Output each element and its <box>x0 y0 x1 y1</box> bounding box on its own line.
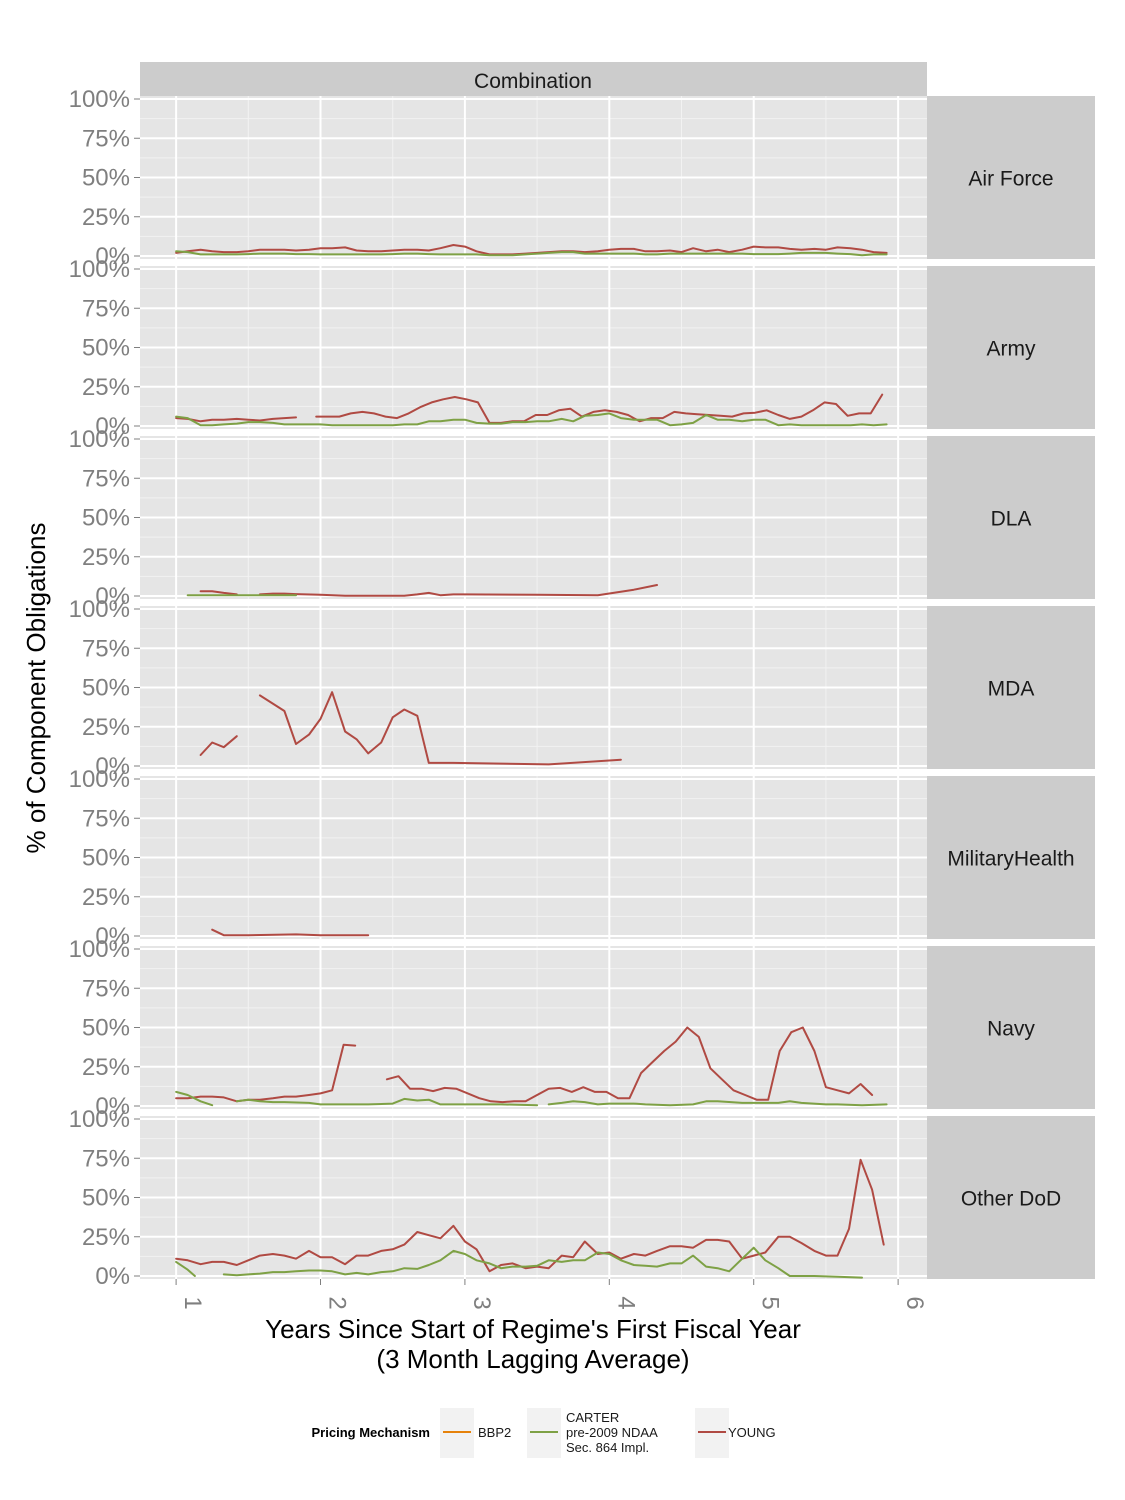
row-strip <box>927 946 1095 1109</box>
panel-militaryhealth: 0% 25% 50% 75% 100% MilitaryHealth <box>69 766 1095 950</box>
x-tick-label: 1 <box>179 1296 206 1309</box>
x-tick-label: 5 <box>757 1296 784 1309</box>
y-tick-label: 50% <box>82 1185 130 1212</box>
legend-label: CARTER <box>566 1410 619 1425</box>
y-tick-label: 25% <box>82 1224 130 1251</box>
y-tick-label: 25% <box>82 1054 130 1081</box>
panel-mda: 0% 25% 50% 75% 100% MDA <box>69 596 1095 780</box>
row-strip-label: Other DoD <box>961 1188 1061 1211</box>
x-tick-label: 3 <box>468 1296 495 1309</box>
y-tick-label: 25% <box>82 204 130 231</box>
y-tick-label: 0% <box>95 583 130 610</box>
y-tick-label: 0% <box>95 923 130 950</box>
y-tick-label: 50% <box>82 505 130 532</box>
y-tick-label: 75% <box>82 635 130 662</box>
y-tick-label: 75% <box>82 805 130 832</box>
y-tick-label: 50% <box>82 675 130 702</box>
series-line-young-navy-1 <box>175 1043 357 1103</box>
series-line-young-other-dod-1 <box>175 1158 885 1273</box>
y-tick-label: 0% <box>95 753 130 780</box>
row-strip-label: MDA <box>988 678 1035 701</box>
legend-title: Pricing Mechanism <box>312 1425 430 1440</box>
series-line-young-mda-1 <box>199 735 238 756</box>
panel-army: 0% 25% 50% 75% 100% Army <box>69 256 1095 440</box>
y-tick-label: 0% <box>95 1093 130 1120</box>
y-tick-label: 0% <box>95 1263 130 1290</box>
x-tick-label: 4 <box>612 1296 639 1309</box>
y-tick-label: 100% <box>69 936 130 963</box>
y-tick-label: 25% <box>82 374 130 401</box>
x-axis-title-line2: (3 Month Lagging Average) <box>376 1344 689 1374</box>
y-tick-label: 75% <box>82 295 130 322</box>
y-tick-label: 100% <box>69 1106 130 1133</box>
row-strip <box>927 606 1095 769</box>
series-line-carter-navy-3 <box>547 1100 888 1107</box>
row-strip-label: MilitaryHealth <box>947 848 1074 871</box>
y-tick-label: 75% <box>82 975 130 1002</box>
row-strip <box>927 1116 1095 1279</box>
series-line-carter-army-1 <box>175 412 888 427</box>
column-strip-label: Combination <box>474 70 592 93</box>
column-strip <box>140 62 927 96</box>
y-tick-label: 100% <box>69 426 130 453</box>
y-tick-label: 100% <box>69 256 130 283</box>
panel-air-force: 0% 25% 50% 75% 100% Air Force <box>69 86 1095 270</box>
legend-label: pre-2009 NDAA <box>566 1425 658 1440</box>
x-axis: 1 2 3 4 5 6 <box>175 1279 928 1310</box>
y-tick-label: 0% <box>95 243 130 270</box>
row-strip-label: Navy <box>987 1018 1035 1041</box>
series-line-young-army-2 <box>315 393 884 424</box>
y-tick-label: 0% <box>95 413 130 440</box>
row-strip-label: DLA <box>991 508 1032 531</box>
series-line-young-mda-2 <box>258 691 622 766</box>
y-tick-label: 25% <box>82 714 130 741</box>
y-tick-label: 25% <box>82 884 130 911</box>
row-strip <box>927 266 1095 429</box>
x-tick-label: 6 <box>901 1296 928 1309</box>
y-tick-label: 75% <box>82 125 130 152</box>
series-line-young-militaryhealth-1 <box>211 928 370 937</box>
row-strip <box>927 96 1095 259</box>
series-line-carter-navy-1 <box>175 1090 214 1107</box>
y-tick-label: 75% <box>82 465 130 492</box>
row-strip-label: Army <box>987 338 1036 361</box>
legend-entry-young: YOUNG <box>695 1408 776 1458</box>
row-strip-label: Air Force <box>968 168 1053 191</box>
panel-layer: 0% 25% 50% 75% 100% Air Force 0% 25% 50% 75% 100% A… <box>69 86 1095 1290</box>
series-line-young-dla-2 <box>258 584 658 597</box>
panel-navy: 0% 25% 50% 75% 100% Navy <box>69 936 1095 1120</box>
legend-entry-bbp2: BBP2 <box>440 1408 511 1458</box>
y-tick-label: 25% <box>82 544 130 571</box>
y-tick-label: 50% <box>82 845 130 872</box>
panel-dla: 0% 25% 50% 75% 100% DLA <box>69 426 1095 610</box>
y-tick-label: 50% <box>82 165 130 192</box>
y-tick-label: 50% <box>82 335 130 362</box>
y-tick-label: 75% <box>82 1145 130 1172</box>
series-line-carter-other-dod-1 <box>175 1260 196 1277</box>
y-tick-label: 100% <box>69 766 130 793</box>
legend-label: Sec. 864 Impl. <box>566 1440 649 1455</box>
legend-label: BBP2 <box>478 1425 511 1440</box>
series-line-carter-other-dod-2 <box>222 1246 863 1279</box>
row-strip <box>927 776 1095 939</box>
panel-other-dod: 0% 25% 50% 75% 100% Other DoD <box>69 1106 1095 1290</box>
series-line-carter-navy-2 <box>235 1097 539 1107</box>
x-axis-title-line1: Years Since Start of Regime's First Fisc… <box>265 1314 801 1344</box>
series-line-young-army-1 <box>175 416 297 423</box>
row-strip <box>927 436 1095 599</box>
y-axis-title: % of Component Obligations <box>21 523 51 854</box>
series-line-young-dla-1 <box>199 590 238 596</box>
series-line-carter-air-force-1 <box>175 250 888 257</box>
y-tick-label: 50% <box>82 1015 130 1042</box>
y-tick-label: 100% <box>69 86 130 113</box>
y-tick-label: 100% <box>69 596 130 623</box>
x-tick-label: 2 <box>324 1296 351 1309</box>
legend-label: YOUNG <box>728 1425 776 1440</box>
series-line-young-navy-2 <box>385 1026 874 1104</box>
